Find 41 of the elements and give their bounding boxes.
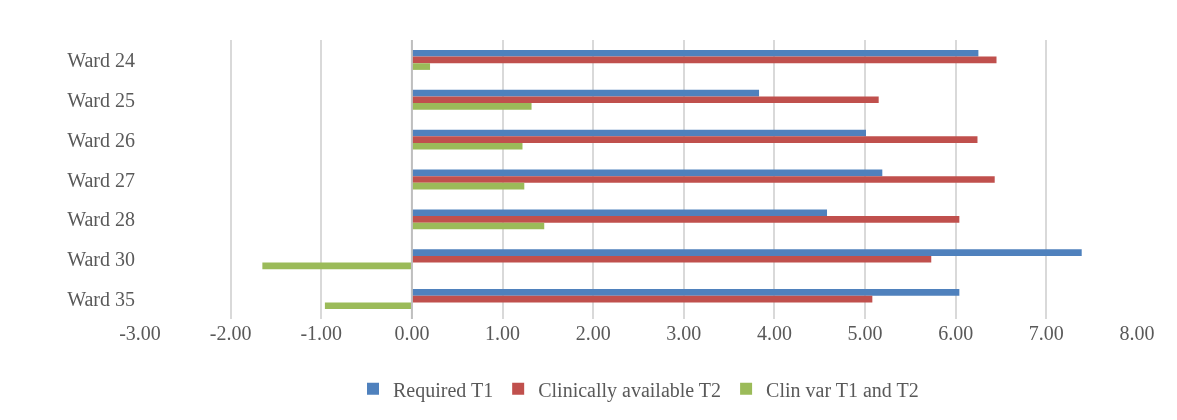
x-tick-label: 5.00 (847, 322, 883, 344)
bar (411, 209, 828, 217)
bar (262, 262, 412, 270)
x-tick-label: -2.00 (209, 322, 252, 344)
bar (411, 295, 873, 303)
bar (411, 129, 866, 137)
x-tick-label: 8.00 (1119, 322, 1155, 344)
bar (411, 103, 532, 110)
y-tick-label: Ward 35 (67, 288, 135, 311)
bar (411, 56, 997, 64)
y-tick-label: Ward 30 (67, 248, 135, 271)
x-tick-label: 2.00 (575, 322, 611, 344)
bar (411, 136, 978, 143)
x-tick-label: 7.00 (1028, 322, 1064, 344)
x-tick-label: 6.00 (938, 322, 974, 344)
legend-label: Clinically available T2 (538, 378, 722, 402)
x-tick-label: 4.00 (756, 322, 792, 344)
bar (411, 255, 932, 263)
bar (411, 169, 883, 177)
x-tick-label: -3.00 (119, 322, 161, 344)
y-tick-label: Ward 27 (67, 168, 135, 191)
x-tick-label: 1.00 (485, 322, 521, 344)
bar (411, 142, 523, 150)
bar (411, 216, 960, 223)
x-tick-label: -1.00 (300, 322, 343, 344)
legend-label: Clin var T1 and T2 (766, 378, 919, 401)
bar (411, 63, 431, 70)
bar (411, 176, 995, 183)
y-tick-label: Ward 24 (67, 48, 135, 71)
bar (411, 249, 1082, 256)
y-tick-label: Ward 25 (67, 88, 135, 111)
bar (411, 89, 760, 97)
bar (411, 289, 960, 296)
bar (411, 49, 979, 57)
x-tick-label: 3.00 (666, 322, 702, 344)
y-tick-label: Ward 28 (67, 208, 135, 231)
legend-label: Required T1 (393, 378, 494, 402)
bar (411, 96, 879, 104)
x-tick-label: 0.00 (394, 322, 430, 344)
y-tick-label: Ward 26 (67, 128, 135, 151)
bar (324, 302, 412, 310)
